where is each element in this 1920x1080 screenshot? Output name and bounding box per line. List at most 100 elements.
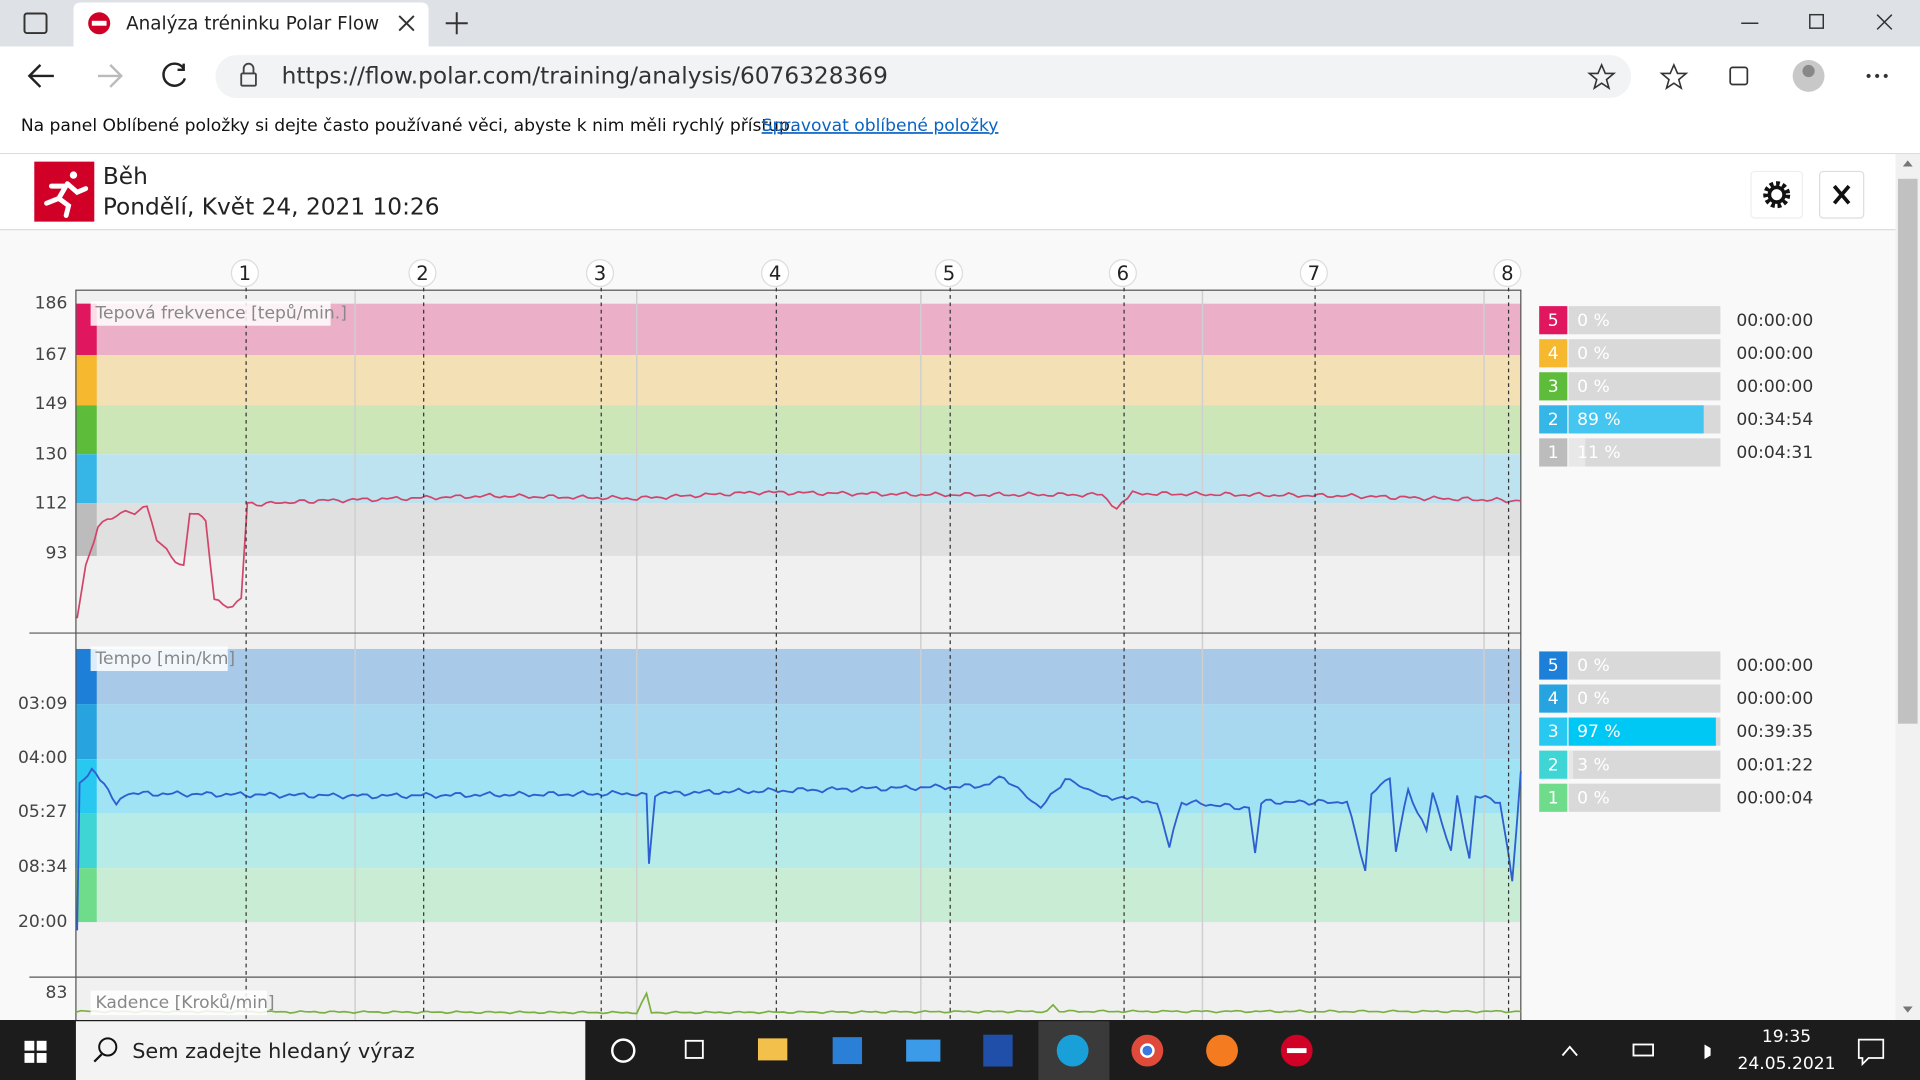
search-box[interactable] bbox=[75, 1021, 586, 1080]
clock-time: 19:35 bbox=[1762, 1027, 1811, 1047]
zone-bar-bg bbox=[1568, 339, 1721, 368]
zone-time: 00:39:35 bbox=[1736, 722, 1813, 742]
settings-button[interactable] bbox=[1750, 170, 1804, 219]
zone-number: 5 bbox=[1548, 656, 1559, 676]
active-tab[interactable] bbox=[73, 2, 429, 47]
zone-number: 4 bbox=[1548, 689, 1559, 709]
task-view[interactable] bbox=[684, 1039, 704, 1059]
reload-button[interactable] bbox=[162, 62, 187, 87]
app[interactable] bbox=[983, 1034, 1013, 1067]
address-bar[interactable] bbox=[215, 55, 1632, 98]
y-tick-label: 149 bbox=[35, 394, 68, 414]
zone-number-box bbox=[1539, 651, 1568, 680]
zone-band bbox=[75, 813, 1521, 869]
lap-marker bbox=[1299, 258, 1328, 288]
lap-label: 2 bbox=[416, 262, 428, 285]
sport: Běh bbox=[103, 163, 148, 190]
lock-shackle bbox=[242, 62, 255, 74]
zone-strip bbox=[75, 704, 97, 760]
scrollbar-thumb[interactable] bbox=[1897, 178, 1918, 724]
notifications[interactable] bbox=[1857, 1038, 1885, 1067]
y-tick-label: 03:09 bbox=[18, 694, 67, 714]
zone-band bbox=[75, 503, 1521, 556]
charts bbox=[29, 289, 1522, 1026]
panel-label-bg bbox=[90, 990, 267, 1016]
search-icon bbox=[98, 1037, 118, 1057]
favorites-link[interactable]: Spravovat oblíbené položky bbox=[762, 116, 999, 136]
zone-bar-fill bbox=[1568, 438, 1586, 467]
zone-number: 1 bbox=[1548, 443, 1559, 463]
explorer[interactable] bbox=[757, 1038, 788, 1061]
start-button[interactable] bbox=[24, 1040, 47, 1063]
zone-time: 00:00:00 bbox=[1736, 344, 1813, 364]
y-tick-label: 04:00 bbox=[18, 748, 67, 768]
zone-number-box bbox=[1539, 783, 1568, 812]
lap-label: 8 bbox=[1501, 262, 1513, 285]
zone-bar-bg bbox=[1568, 783, 1721, 812]
close-icon bbox=[1832, 184, 1851, 205]
edge bbox=[1056, 1034, 1089, 1067]
y-tick-label: 05:27 bbox=[18, 802, 67, 822]
lap-label: 7 bbox=[1308, 262, 1320, 285]
zone-percent: 0 % bbox=[1577, 656, 1610, 676]
mail[interactable] bbox=[906, 1039, 941, 1062]
zone-number-box bbox=[1539, 306, 1568, 335]
zone-time: 00:01:22 bbox=[1736, 755, 1813, 775]
zone-bar-fill bbox=[1568, 717, 1716, 746]
lap-marker bbox=[585, 258, 615, 288]
heart-rate-line bbox=[76, 490, 1521, 619]
search-text: Sem zadejte hledaný výraz bbox=[132, 1039, 415, 1063]
new-tab[interactable] bbox=[445, 12, 468, 35]
zone-band bbox=[75, 704, 1521, 760]
restore[interactable] bbox=[1809, 13, 1824, 29]
lock-icon bbox=[240, 72, 257, 87]
zone-number-box bbox=[1539, 684, 1568, 713]
zone-bar-fill bbox=[1568, 750, 1574, 779]
zone-time: 00:00:00 bbox=[1736, 377, 1813, 397]
zone-number-box bbox=[1539, 372, 1568, 401]
clock-date: 24.05.2021 bbox=[1737, 1054, 1835, 1074]
y-tick-label: 83 bbox=[46, 983, 68, 1003]
forward-button[interactable] bbox=[97, 64, 123, 88]
cadence-line bbox=[75, 991, 1521, 1015]
y-tick-label: 167 bbox=[35, 345, 68, 365]
zone-percent: 0 % bbox=[1577, 377, 1610, 397]
chrome-center bbox=[1140, 1043, 1155, 1058]
zone-percent: 0 % bbox=[1577, 788, 1610, 808]
zone-number-box bbox=[1539, 717, 1568, 746]
zone-percent: 0 % bbox=[1577, 689, 1610, 709]
zone-number: 3 bbox=[1548, 722, 1559, 742]
lap-label: 5 bbox=[943, 262, 955, 285]
store[interactable] bbox=[832, 1037, 863, 1065]
favorites-hint: Na panel Oblíbené položky si dejte často… bbox=[21, 116, 795, 136]
favorites[interactable] bbox=[1659, 62, 1689, 91]
volume[interactable] bbox=[1704, 1044, 1711, 1060]
collections[interactable] bbox=[1729, 66, 1749, 86]
add-favorite[interactable] bbox=[1587, 62, 1617, 91]
zone-time: 00:00:00 bbox=[1736, 656, 1813, 676]
menu[interactable] bbox=[1866, 73, 1888, 78]
y-tick-label: 130 bbox=[35, 444, 68, 464]
back-button[interactable] bbox=[27, 64, 54, 88]
panel-label-bg bbox=[90, 301, 331, 326]
panel-label: Tempo [min/km] bbox=[95, 649, 236, 669]
window-close[interactable] bbox=[1876, 14, 1893, 30]
zone-bar-bg bbox=[1568, 750, 1721, 779]
zone-strip bbox=[75, 868, 97, 923]
tray-arrow[interactable] bbox=[1561, 1045, 1578, 1057]
zone-strip bbox=[75, 759, 97, 814]
battery[interactable] bbox=[1632, 1043, 1654, 1057]
panel-label: Kadence [Kroků/min] bbox=[96, 993, 275, 1013]
lap-marker bbox=[1108, 258, 1137, 288]
firefox[interactable] bbox=[1206, 1034, 1238, 1067]
zone-bar-bg bbox=[1568, 372, 1721, 401]
runner bbox=[44, 171, 89, 218]
search-icon-handle bbox=[93, 1053, 103, 1063]
zone-strip bbox=[75, 503, 97, 556]
lap-marker bbox=[761, 258, 790, 288]
tab-close[interactable] bbox=[398, 15, 415, 32]
y-tick-label: 186 bbox=[35, 294, 68, 314]
cortana[interactable] bbox=[611, 1038, 636, 1063]
zone-time: 00:04:31 bbox=[1736, 443, 1813, 463]
